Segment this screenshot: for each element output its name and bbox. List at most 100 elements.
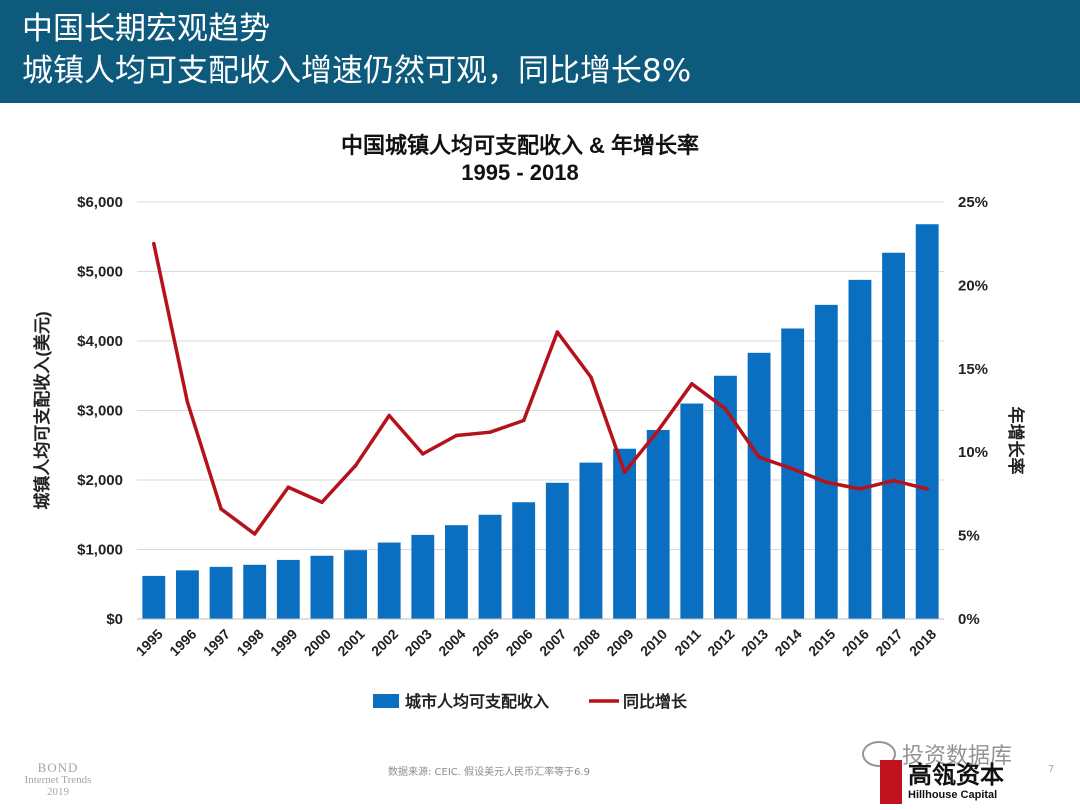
growth-point: [858, 487, 862, 491]
growth-line: [152, 243, 928, 536]
x-tick-label: 2013: [738, 626, 771, 659]
bar: [478, 514, 502, 619]
hillhouse-logo: 高瓴资本 Hillhouse Capital: [880, 760, 1004, 804]
y2-tick-label: 5%: [958, 528, 980, 545]
bar: [747, 352, 771, 619]
bar: [512, 502, 536, 619]
growth-point: [219, 507, 223, 511]
bar: [579, 462, 603, 619]
bond-logo: BOND Internet Trends 2019: [24, 760, 92, 798]
bar: [814, 304, 838, 619]
x-tick-label: 2015: [805, 626, 838, 659]
chart-area: $0 $1,000 $2,000 $3,000 $4,000 $5,000 $6,000 0%…: [32, 194, 1026, 711]
growth-point: [320, 500, 324, 505]
x-tick-label: 2012: [704, 626, 737, 659]
chart-title: 中国城镇人均可支配收入 & 年增长率: [340, 133, 700, 158]
x-tick-label: 2002: [368, 626, 401, 659]
y2-tick-label: 0%: [958, 611, 980, 628]
growth-point: [421, 452, 425, 456]
x-tick-label: 2004: [435, 626, 468, 659]
x-tick-label: 2008: [570, 626, 603, 659]
bar: [714, 375, 737, 619]
x-tick-label: 1998: [233, 626, 266, 659]
growth-point: [353, 463, 358, 468]
bar: [545, 482, 569, 619]
x-tick-label: 1996: [166, 626, 199, 659]
bar: [613, 448, 636, 619]
wechat-icon: [862, 741, 896, 767]
source-note: 数据来源: CEIC. 假设美元人民币汇率等于6.9: [388, 767, 591, 778]
bar: [680, 403, 704, 619]
growth-point: [185, 400, 190, 404]
bar: [142, 575, 166, 619]
growth-point: [622, 470, 627, 475]
bar: [848, 279, 872, 619]
legend-swatch-bar: [373, 694, 399, 708]
x-tick-label: 2006: [502, 626, 535, 659]
slide-header: 中国长期宏观趋势 城镇人均可支配收入增速仍然可观，同比增长8%: [0, 0, 1080, 103]
legend-label-line: 同比增长: [623, 692, 688, 711]
y2-tick-label: 15%: [958, 361, 988, 378]
x-tick-label: 2001: [334, 626, 367, 659]
y-tick-label: $4,000: [77, 333, 123, 350]
x-tick-label: 2000: [301, 626, 334, 659]
growth-point: [589, 375, 593, 379]
brand-name-en: Hillhouse Capital: [908, 789, 998, 801]
bar: [243, 564, 267, 619]
bar: [882, 252, 905, 620]
growth-point: [790, 467, 795, 471]
growth-point: [757, 455, 761, 460]
growth-point: [454, 433, 459, 438]
chart-subtitle: 1995 - 2018: [461, 160, 579, 185]
growth-point: [521, 418, 526, 423]
x-tick-label: 2009: [603, 626, 636, 659]
x-tick-label: 2010: [637, 626, 670, 659]
y2-tick-label: 10%: [958, 444, 988, 461]
x-tick-label: 2018: [906, 626, 939, 659]
brand-name-cn: 高瓴资本: [908, 761, 1004, 789]
bar: [411, 534, 435, 619]
y-tick-label: $1,000: [77, 542, 123, 559]
x-tick-label: 2014: [771, 626, 804, 659]
slide-title-line2: 城镇人均可支配收入增速仍然可观，同比增长8%: [22, 53, 692, 89]
growth-point: [690, 382, 694, 386]
page-number: 7: [1048, 764, 1055, 775]
growth-point: [656, 428, 660, 433]
growth-point: [252, 532, 257, 536]
x-tick-label: 1997: [200, 626, 233, 659]
growth-point: [488, 430, 492, 434]
x-tick-label: 1995: [133, 626, 166, 659]
bar: [209, 566, 233, 619]
bar: [445, 525, 468, 619]
y2-tick-label: 25%: [958, 194, 988, 211]
bar: [781, 328, 805, 619]
bar: [377, 542, 401, 619]
x-tick-label: 1999: [267, 626, 300, 659]
growth-point: [387, 413, 391, 418]
slide-title-line1: 中国长期宏观趋势: [22, 11, 270, 47]
x-tick-label: 2017: [872, 626, 905, 659]
bar: [344, 550, 367, 619]
brand-mark-icon: [880, 760, 902, 804]
y-tick-label: $2,000: [77, 472, 123, 489]
y2-tick-label: 20%: [958, 277, 988, 294]
bar: [646, 429, 670, 619]
growth-point: [891, 478, 896, 483]
x-tick-label: 2007: [536, 626, 569, 659]
y-tick-label: $6,000: [77, 194, 123, 211]
x-tick-label: 2005: [469, 626, 502, 659]
growth-point: [286, 485, 291, 490]
y-axis-title: 城镇人均可支配收入(美元): [32, 311, 52, 509]
x-tick-label: 2011: [671, 626, 704, 659]
x-tick-label: 2016: [839, 626, 872, 659]
bar: [176, 570, 199, 619]
growth-point: [723, 407, 728, 411]
y-tick-label: $3,000: [77, 403, 123, 420]
legend-label-bar: 城市人均可支配收入: [405, 692, 549, 711]
growth-point: [555, 330, 560, 334]
watermark-text: 投资数据库: [902, 744, 1013, 769]
growth-point: [925, 487, 929, 491]
bar: [915, 224, 939, 620]
growth-point: [152, 241, 156, 246]
y-tick-label: $0: [106, 611, 123, 628]
